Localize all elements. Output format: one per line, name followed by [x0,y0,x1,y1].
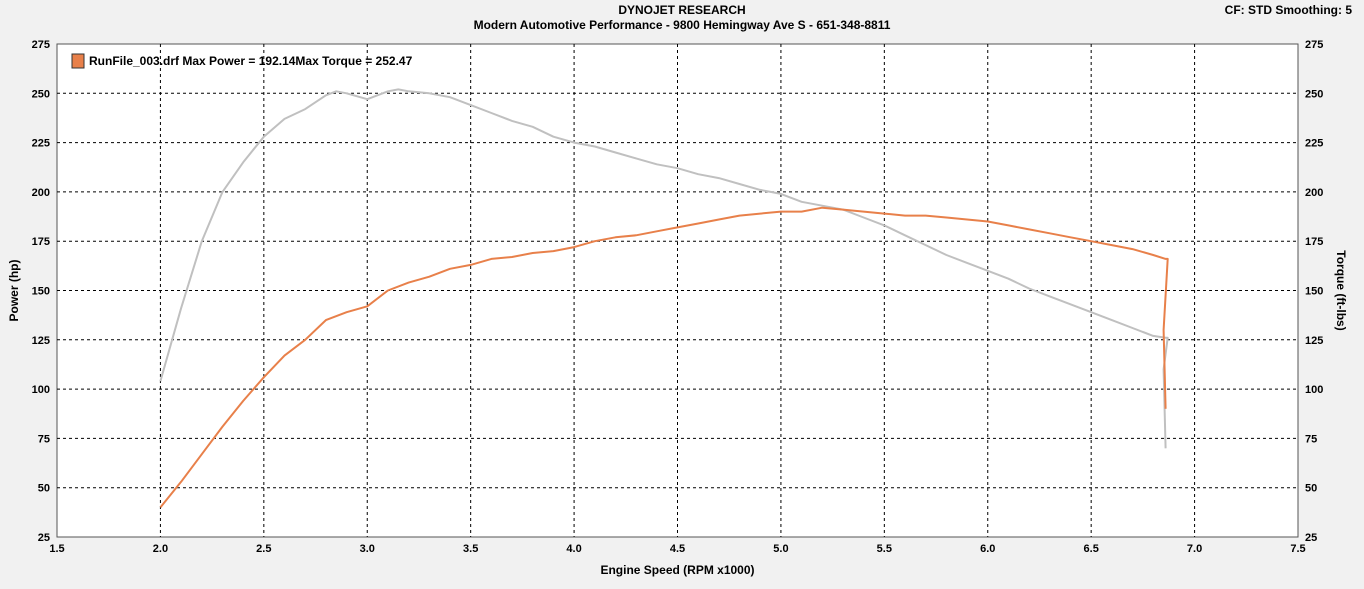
y2-tick-label: 75 [1305,433,1317,445]
x-tick-label: 2.5 [256,543,271,555]
x-tick-label: 5.0 [773,543,788,555]
y2-tick-label: 50 [1305,483,1317,495]
legend-swatch [71,53,85,69]
y2-tick-label: 200 [1305,187,1323,199]
x-tick-label: 5.5 [877,543,892,555]
y-tick-label: 175 [32,236,50,248]
y2-tick-label: 150 [1305,286,1323,298]
y-tick-label: 125 [32,335,50,347]
shop-info: Modern Automotive Performance - 9800 Hem… [473,18,891,32]
legend-entry: RunFile_003.drf Max Power = 192.14Max To… [89,54,413,68]
y-tick-label: 50 [38,483,50,495]
grid-lines [57,44,1298,537]
y-axis-label: Power (hp) [7,259,21,321]
y2-tick-label: 25 [1305,532,1317,544]
x-tick-label: 3.5 [463,543,478,555]
x-tick-label: 3.0 [360,543,375,555]
y2-tick-label: 275 [1305,39,1323,51]
x-axis-label: Engine Speed (RPM x1000) [600,563,754,577]
x-tick-label: 6.0 [980,543,995,555]
series-line-torque [159,88,1169,449]
y2-tick-label: 125 [1305,335,1323,347]
series-lines [159,88,1169,509]
report-title: DYNOJET RESEARCH [618,3,746,17]
y-tick-label: 25 [38,532,50,544]
y-tick-label: 100 [32,384,50,396]
y2-axis-label: Torque (ft-lbs) [1334,250,1348,330]
x-tick-label: 6.5 [1084,543,1099,555]
legend: RunFile_003.drf Max Power = 192.14Max To… [71,53,413,69]
x-tick-label: 1.5 [49,543,64,555]
y-tick-label: 150 [32,286,50,298]
x-tick-label: 4.0 [566,543,581,555]
y-tick-label: 275 [32,39,50,51]
x-tick-label: 2.0 [153,543,168,555]
y2-tick-label: 100 [1305,384,1323,396]
correction-factor-readout: CF: STD Smoothing: 5 [1224,3,1352,17]
x-tick-label: 7.5 [1290,543,1305,555]
x-axis-ticks: 1.5 2.0 2.5 3.0 3.5 4.0 4.5 5.0 5.5 6.0 6.5 7.0 7.5 [49,543,1305,555]
series-line-power [159,206,1169,509]
y-axis-ticks: 25 50 75 100 125 150 175 200 225 250 275 [32,39,50,544]
y-tick-label: 250 [32,88,50,100]
y2-tick-label: 225 [1305,138,1323,150]
x-tick-label: 7.0 [1187,543,1202,555]
y2-axis-ticks: 25 50 75 100 125 150 175 200 225 250 275 [1305,39,1323,544]
y2-tick-label: 250 [1305,88,1323,100]
y-tick-label: 225 [32,138,50,150]
x-tick-label: 4.5 [670,543,685,555]
y2-tick-label: 175 [1305,236,1323,248]
y-tick-label: 75 [38,433,50,445]
y-tick-label: 200 [32,187,50,199]
